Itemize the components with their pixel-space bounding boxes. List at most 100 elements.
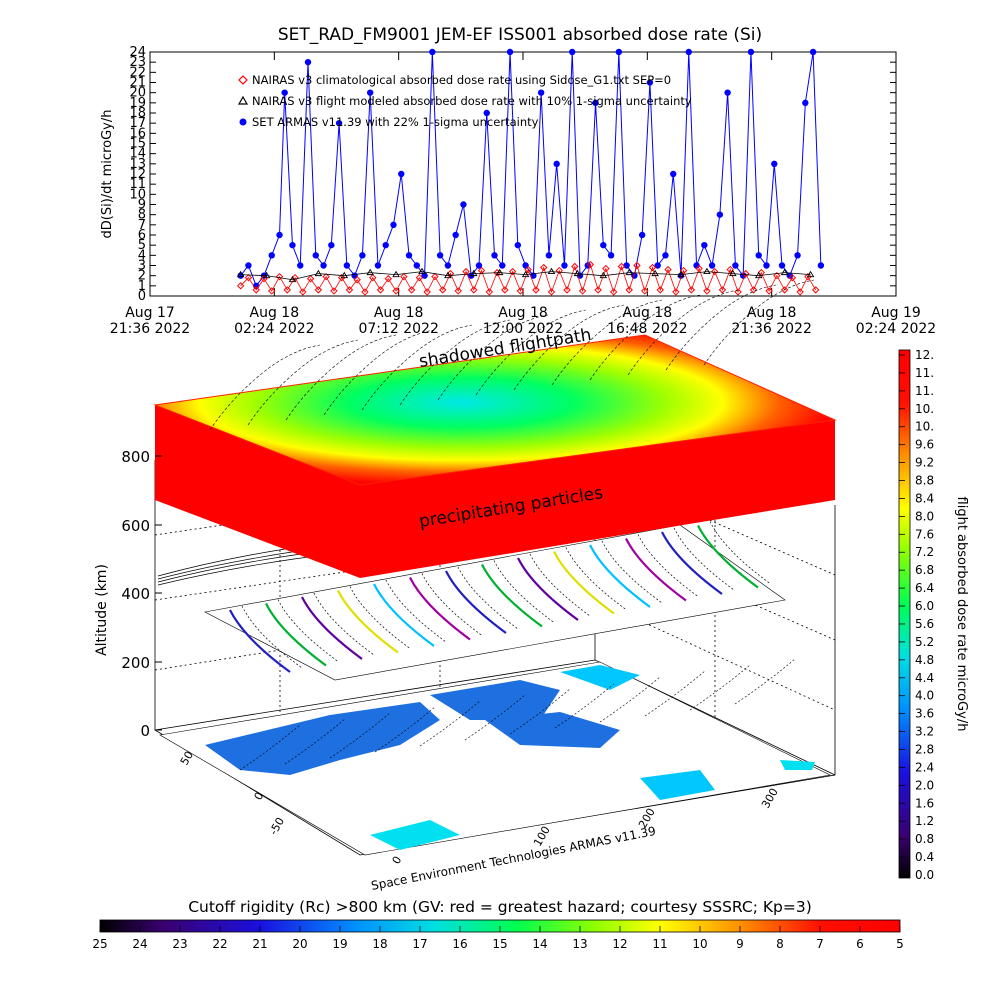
data-point-nairas-clim: [710, 267, 719, 276]
x-tick-label-date: Aug 19: [871, 305, 921, 321]
rcb-tick-label: 1.2: [915, 814, 934, 828]
data-point-nairas-clim: [547, 288, 556, 296]
bcb-tick-label: 25: [92, 937, 107, 951]
data-point-armas: [289, 241, 296, 249]
y-tick-label: 0: [138, 289, 146, 304]
orbit-track: [337, 590, 399, 654]
rcb-tick-label: 6.8: [915, 563, 934, 577]
bcb-tick-label: 8: [776, 937, 784, 951]
data-point-armas: [809, 48, 817, 56]
rcb-tick-label: 11.: [915, 384, 934, 398]
x-tick-label-date: Aug 18: [623, 305, 673, 321]
data-point-armas: [763, 262, 770, 269]
rcb-tick-label: 12.: [915, 348, 934, 362]
bcb-tick-label: 10: [692, 937, 707, 951]
continent-shape: [780, 760, 815, 770]
data-point-armas: [335, 119, 343, 127]
x-tick-label-time: 02:24 2022: [234, 321, 314, 337]
rcb-tick-label: 10.: [915, 402, 934, 416]
rcb-tick-label: 6.4: [915, 581, 934, 595]
chart-title: SET_RAD_FM9001 JEM-EF ISS001 absorbed do…: [278, 25, 762, 45]
continent-shape: [370, 820, 460, 850]
data-point-nairas-clim: [734, 288, 742, 296]
data-point-armas: [312, 252, 319, 259]
data-point-nairas-clim: [299, 288, 307, 296]
data-point-nairas-flight: [806, 270, 815, 278]
bcb-tick-label: 17: [412, 937, 427, 951]
data-point-nairas-clim: [796, 288, 804, 296]
data-point-armas: [522, 262, 529, 269]
data-point-nairas-flight: [236, 270, 245, 278]
rcb-tick-label: 4.8: [915, 653, 934, 667]
rcb-tick-label: 5.2: [915, 635, 934, 649]
x-tick-label-time: 21:36 2022: [731, 321, 811, 337]
data-point-nairas-clim: [780, 286, 789, 294]
rcb-tick-label: 3.2: [915, 725, 934, 739]
data-point-nairas-clim: [594, 286, 602, 294]
data-point-armas: [359, 252, 366, 259]
orbit-track: [601, 540, 663, 604]
data-point-nairas-flight: [754, 271, 763, 279]
y-tick-label: 10: [129, 187, 146, 202]
data-point-armas: [374, 262, 382, 269]
data-point-armas: [701, 241, 708, 249]
data-point-nairas-clim: [602, 264, 610, 273]
data-point-nairas-clim: [330, 287, 338, 295]
data-point-nairas-flight: [469, 269, 478, 277]
data-point-armas: [732, 262, 739, 269]
legend-entry-armas: SET ARMAS v11.39 with 22% 1-sigma uncert…: [239, 115, 539, 129]
data-point-armas: [413, 262, 420, 269]
z-tick-label: 600: [121, 517, 150, 535]
data-point-nairas-flight: [418, 267, 426, 275]
data-point-nairas-clim: [337, 273, 346, 282]
bcb-tick-label: 6: [856, 937, 864, 951]
orbit-track: [385, 579, 447, 643]
data-point-nairas-clim: [641, 287, 649, 295]
data-point-armas: [802, 99, 809, 107]
legend-entry-naira-flight: NAIRAS v3 flight modeled absorbed dose r…: [237, 94, 692, 108]
rcb-tick-label: 2.4: [915, 760, 934, 774]
bcb-tick-label: 7: [816, 937, 824, 951]
data-point-nairas-clim: [407, 286, 416, 294]
rcb-tick-label: 5.6: [915, 617, 934, 631]
data-point-armas: [569, 48, 576, 56]
bottom-colorbar-ticks: 25 24 23 22 21 20 19 18 17 16 15 14 13 12 11 10 9 8 7 6 5: [92, 926, 904, 951]
x-tick-label-time: 12:00 2022: [483, 321, 563, 337]
map-track: [599, 676, 661, 723]
continent-shape: [640, 770, 715, 800]
data-point-nairas-clim: [369, 273, 377, 282]
data-point-nairas-flight: [340, 271, 349, 279]
data-point-armas: [778, 262, 786, 269]
orbit-track: [349, 586, 411, 649]
data-point-nairas-clim: [540, 263, 548, 272]
orbit-track: [301, 596, 363, 660]
y-tick-label: 1: [138, 279, 146, 294]
orbit-track: [673, 527, 735, 591]
altitude-axis-label: Altitude (km): [94, 564, 110, 656]
data-point-armas: [506, 48, 514, 56]
z-tick-label: 800: [121, 448, 150, 466]
data-point-armas: [747, 48, 755, 56]
data-point-nairas-clim: [679, 266, 688, 275]
x-tick-label-time: 16:48 2022: [607, 321, 687, 337]
x-tick-label-date: Aug 18: [250, 305, 300, 321]
legend-dot-marker: [239, 118, 247, 126]
3d-plot: shadowed flightpath precipitating partic…: [94, 279, 837, 893]
data-point-nairas-clim: [804, 272, 812, 281]
data-point-nairas-clim: [672, 288, 680, 296]
bcb-tick-label: 5: [896, 937, 904, 951]
map-track: [239, 724, 301, 771]
altitude-ticks: 0 200 400 600 800: [121, 448, 162, 740]
data-point-armas: [623, 262, 630, 269]
rcb-tick-label: 7.6: [915, 527, 934, 541]
data-point-nairas-clim: [423, 288, 431, 296]
x-tick-label-date: Aug 18: [747, 305, 797, 321]
data-point-armas: [607, 252, 615, 259]
y-tick-label: 5: [138, 238, 146, 253]
data-point-armas: [382, 241, 389, 249]
data-point-nairas-clim: [726, 265, 734, 274]
legend-triangle-marker: [237, 95, 249, 105]
orbit-track: [493, 560, 555, 623]
